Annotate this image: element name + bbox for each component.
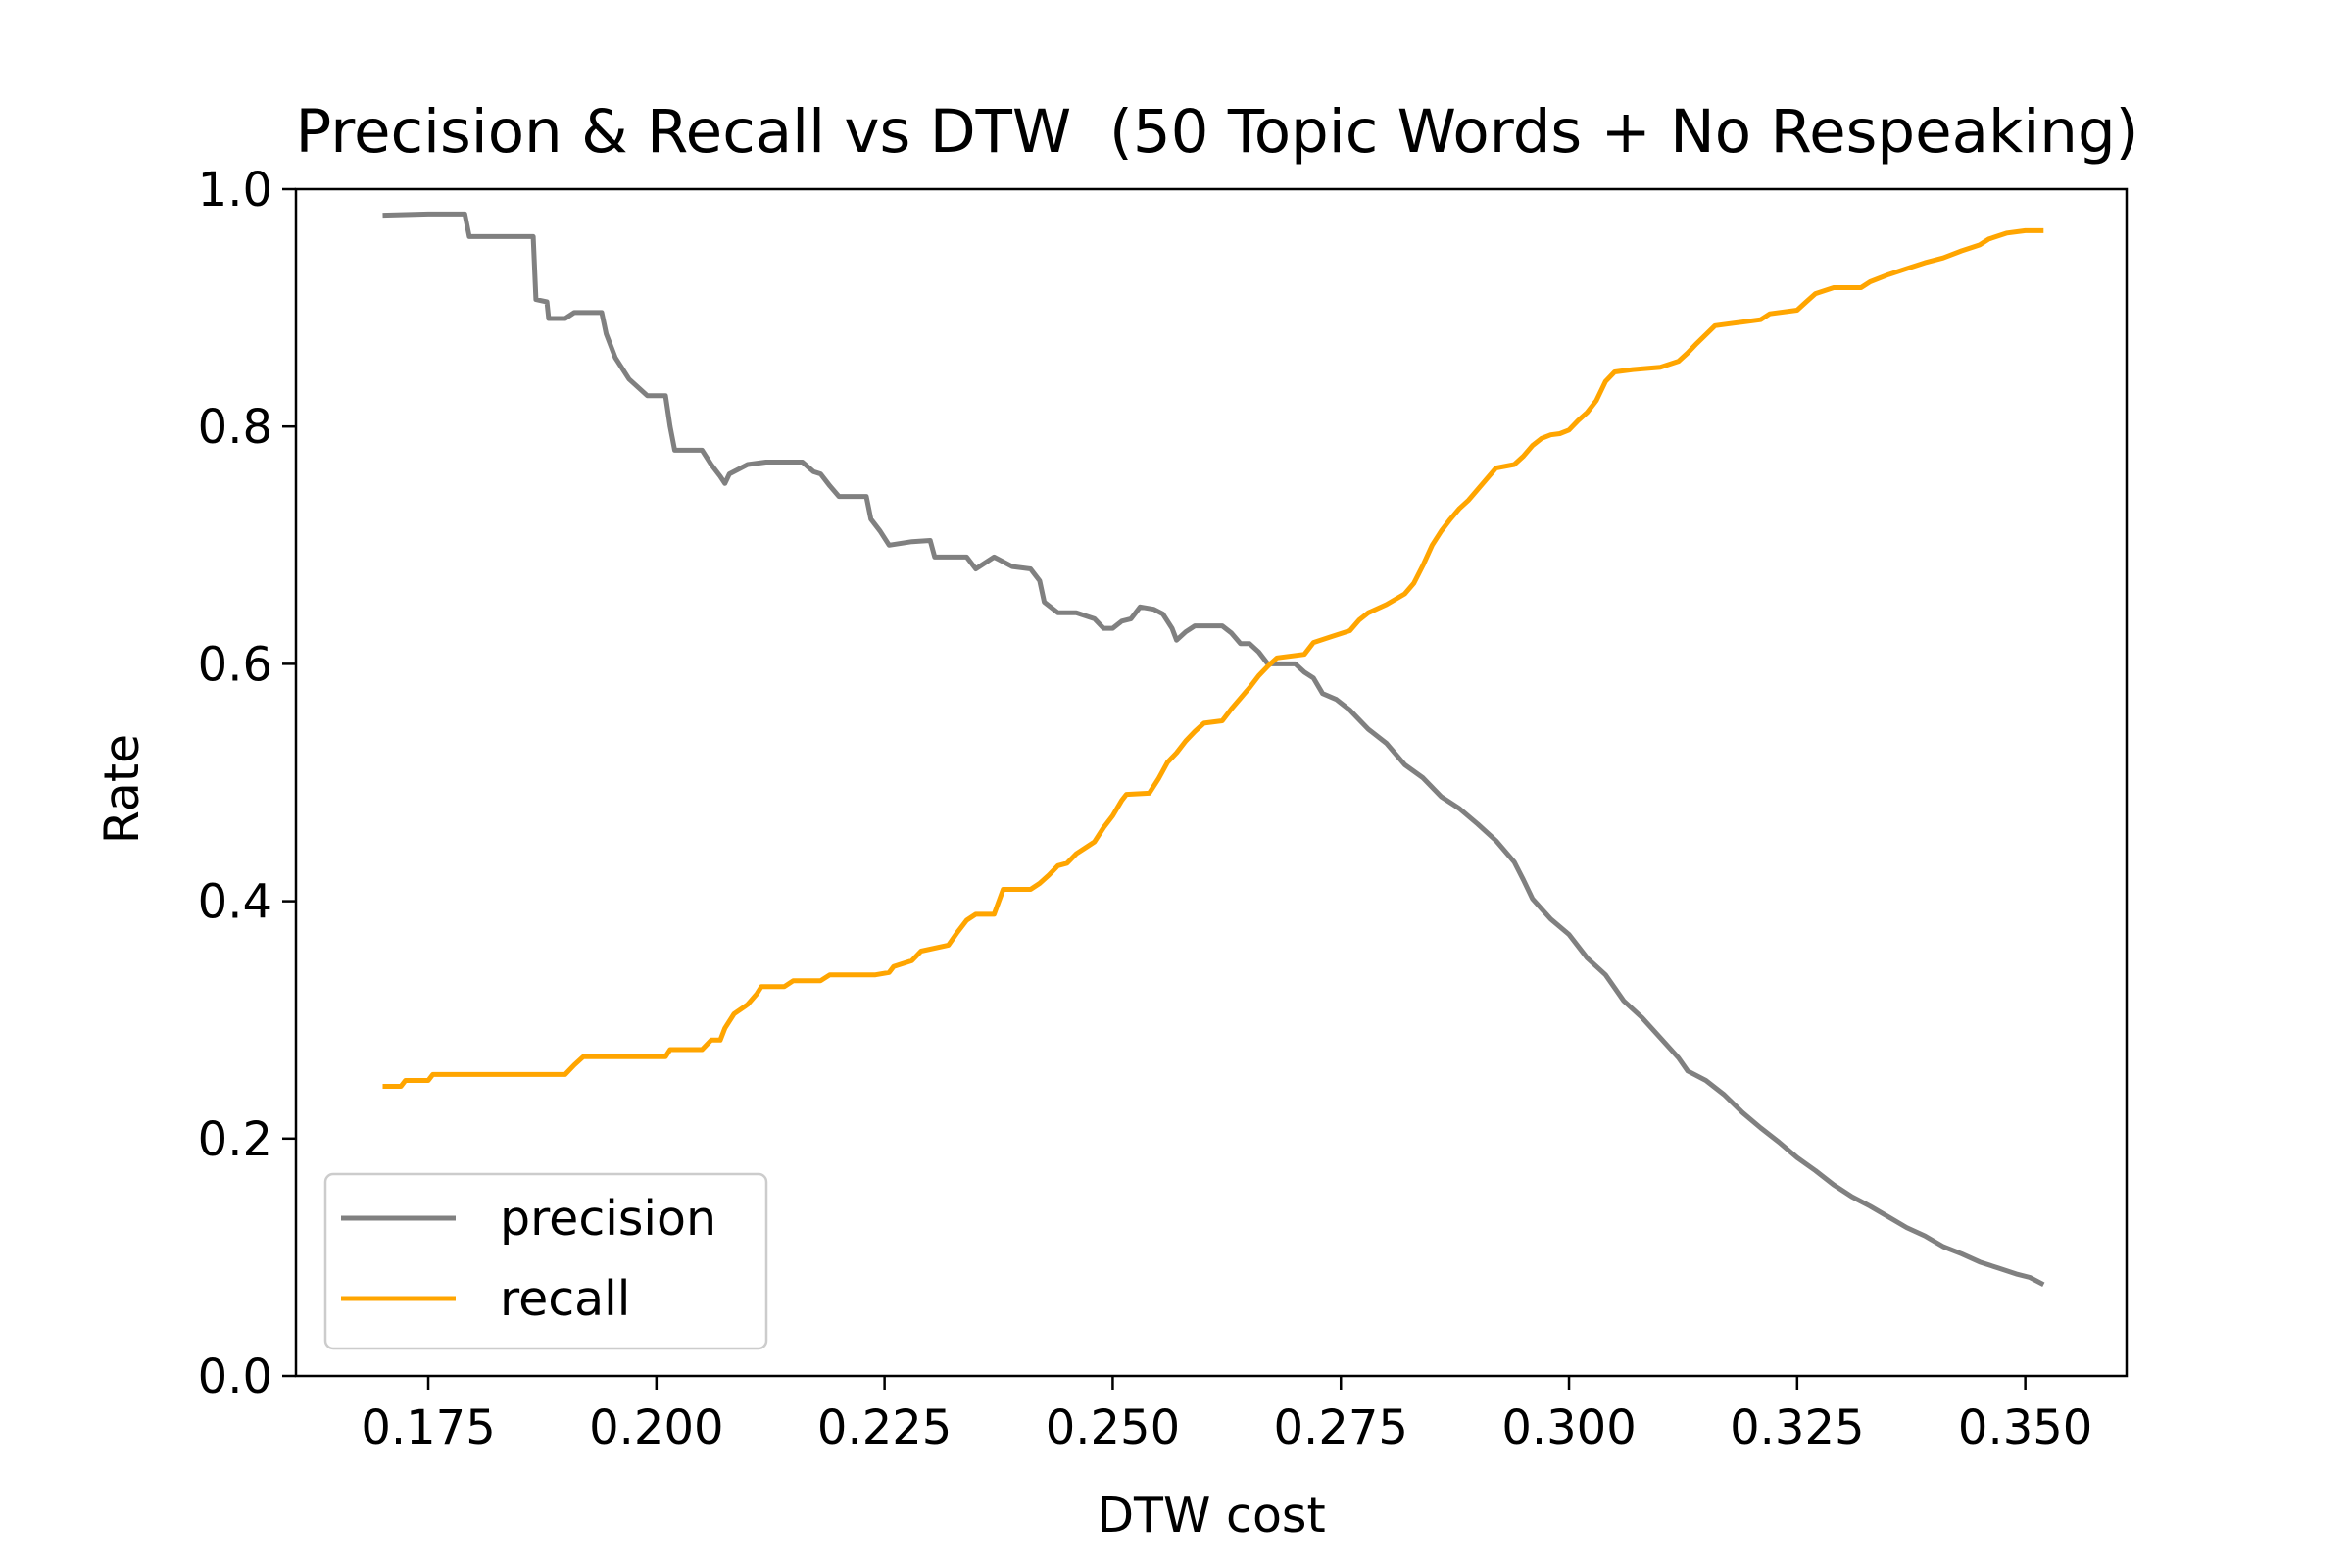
x-axis-label: DTW cost: [1097, 1488, 1325, 1544]
y-tick-label: 0.4: [198, 875, 272, 930]
y-tick-label: 0.6: [198, 637, 272, 692]
x-axis: 0.175 0.200 0.225 0.250 0.275 0.300 0.325 0.350: [361, 1376, 2092, 1455]
x-tick-label: 0.250: [1046, 1400, 1180, 1455]
x-tick-label: 0.325: [1730, 1400, 1864, 1455]
y-axis: 0.0 0.2 0.4 0.6 0.8 1.0: [198, 163, 296, 1404]
chart-title: Precision & Recall vs DTW (50 Topic Word…: [296, 97, 2139, 167]
y-tick-label: 1.0: [198, 163, 272, 218]
y-tick-label: 0.0: [198, 1349, 272, 1404]
x-tick-label: 0.200: [589, 1400, 723, 1455]
x-tick-label: 0.300: [1501, 1400, 1636, 1455]
y-tick-label: 0.8: [198, 400, 272, 455]
series-layer: [382, 211, 2045, 1288]
legend: precision recall: [323, 1172, 768, 1350]
y-tick-label: 0.2: [198, 1112, 272, 1167]
y-axis-label: Rate: [94, 734, 150, 844]
series-line-precision: [382, 211, 2045, 1288]
legend-label-recall: recall: [500, 1271, 630, 1327]
legend-label-precision: precision: [500, 1191, 716, 1247]
x-tick-label: 0.275: [1274, 1400, 1408, 1455]
plot-area-frame: [294, 187, 2129, 1378]
x-tick-label: 0.350: [1958, 1400, 2092, 1455]
x-tick-label: 0.225: [817, 1400, 952, 1455]
x-tick-label: 0.175: [361, 1400, 495, 1455]
series-line-recall: [382, 227, 2044, 1089]
